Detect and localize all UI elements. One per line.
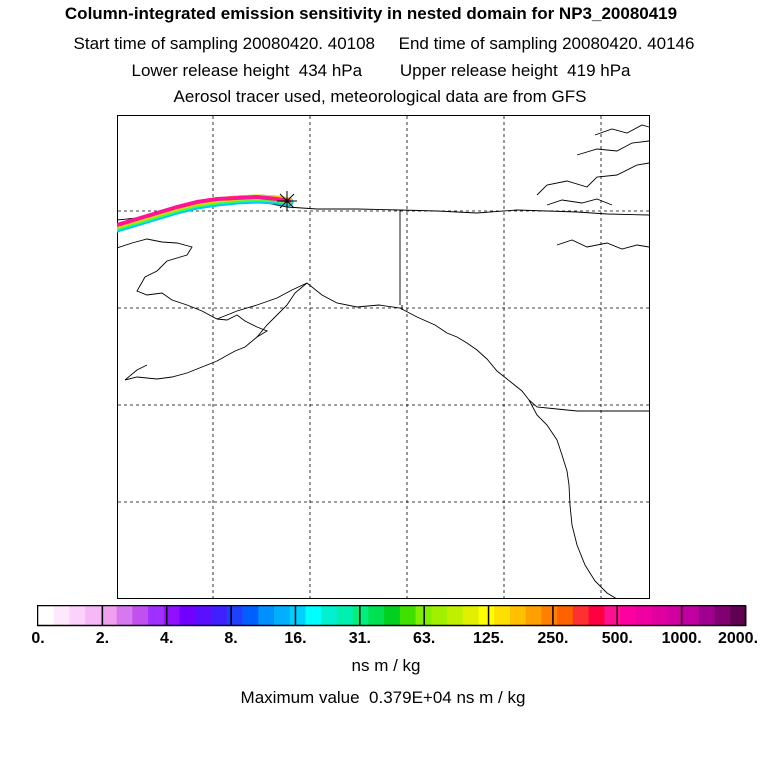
colorbar-tick-label: 63.: [413, 630, 436, 647]
plume-core: [117, 194, 291, 227]
canadian-arctic-islands: [594, 124, 650, 136]
colorbar-cell: [698, 606, 716, 626]
colorbar-cell: [179, 606, 196, 626]
canadian-arctic-islands: [546, 198, 613, 206]
alaska-peninsula: [256, 282, 308, 338]
colorbar-cell: [195, 606, 212, 626]
colorbar-tick-label: 4.: [160, 630, 174, 647]
release-location-marker: [277, 191, 297, 211]
maximum-value-label: Maximum value 0.379E+04 ns m / kg: [240, 688, 526, 707]
colorbar-cell: [258, 606, 275, 626]
tracer-info-line: Aerosol tracer used, meteorological data…: [173, 87, 587, 106]
gulf-of-alaska-coast: [216, 282, 649, 412]
colorbar-cell: [557, 606, 574, 626]
colorbar-cell: [651, 606, 668, 626]
colorbar-tick-label: 250.: [537, 630, 569, 647]
emission-plume: [117, 194, 294, 233]
colorbar-cell: [635, 606, 653, 626]
colorbar-cell: [132, 606, 149, 626]
colorbar-tick-label: 125.: [472, 630, 505, 647]
coastlines: [117, 124, 650, 599]
hudson-bay-coast: [556, 239, 650, 250]
colorbar-cell: [148, 606, 165, 626]
colorbar-cell: [116, 606, 133, 626]
colorbar-cell: [588, 606, 605, 626]
colorbar-cell: [274, 606, 291, 626]
colorbar-cell: [572, 606, 590, 626]
colorbar-cell: [53, 606, 70, 626]
figure-title: Column-integrated emission sensitivity i…: [64, 4, 678, 23]
colorbar-cell: [85, 606, 102, 626]
colorbar-cell: [620, 606, 637, 626]
colorbar-cell: [384, 606, 401, 626]
sampling-time-line: Start time of sampling 20080420. 40108 E…: [73, 34, 695, 53]
west-coast-usa: [528, 399, 618, 599]
colorbar-cell: [163, 606, 181, 626]
colorbar: [37, 605, 747, 627]
colorbar-tick-label: 2000.: [717, 630, 759, 647]
colorbar-cell: [289, 606, 306, 626]
colorbar-cell: [447, 606, 464, 626]
sensitivity-map: [117, 115, 650, 599]
colorbar-cell: [714, 606, 731, 626]
colorbar-tick-label: 1000.: [661, 630, 702, 647]
colorbar-cell: [336, 606, 354, 626]
canadian-arctic-islands: [536, 162, 650, 196]
colorbar-units: ns m / kg: [351, 656, 421, 675]
map-frame: [117, 115, 650, 599]
colorbar-tick-label: 2.: [95, 630, 110, 647]
release-height-line: Lower release height 434 hPa Upper relea…: [131, 61, 631, 80]
colorbar-cell: [305, 606, 322, 626]
colorbar-cell: [211, 606, 228, 626]
colorbar-cell: [38, 606, 55, 626]
colorbar-cell: [494, 606, 511, 626]
colorbar-cell: [683, 606, 700, 626]
colorbar-cell: [226, 606, 244, 626]
colorbar-cell: [667, 606, 684, 626]
canadian-arctic-islands: [576, 140, 650, 156]
colorbar-cell: [352, 606, 369, 626]
colorbar-cell: [510, 606, 527, 626]
colorbar-cell: [541, 606, 558, 626]
colorbar-cell: [462, 606, 480, 626]
colorbar-cell: [69, 606, 86, 626]
graticule: [118, 116, 649, 598]
aleutian-chain: [124, 364, 148, 381]
colorbar-tick-label: 500.: [601, 630, 633, 647]
colorbar-cell: [525, 606, 542, 626]
colorbar-tick-label: 8.: [224, 630, 238, 647]
alaska-west-coast: [117, 238, 269, 381]
colorbar-cell: [321, 606, 338, 626]
colorbar-cell: [242, 606, 259, 626]
colorbar-tick-label: 0.: [31, 630, 45, 647]
colorbar-tick-label: 16.: [284, 630, 307, 647]
colorbar-cell: [478, 606, 495, 626]
colorbar-cell: [431, 606, 448, 626]
colorbar-cell: [368, 606, 385, 626]
colorbar-cell: [730, 606, 747, 626]
colorbar-cell: [604, 606, 621, 626]
colorbar-cell: [100, 606, 118, 626]
colorbar-tick-label: 31.: [348, 630, 371, 647]
colorbar-cell: [399, 606, 417, 626]
